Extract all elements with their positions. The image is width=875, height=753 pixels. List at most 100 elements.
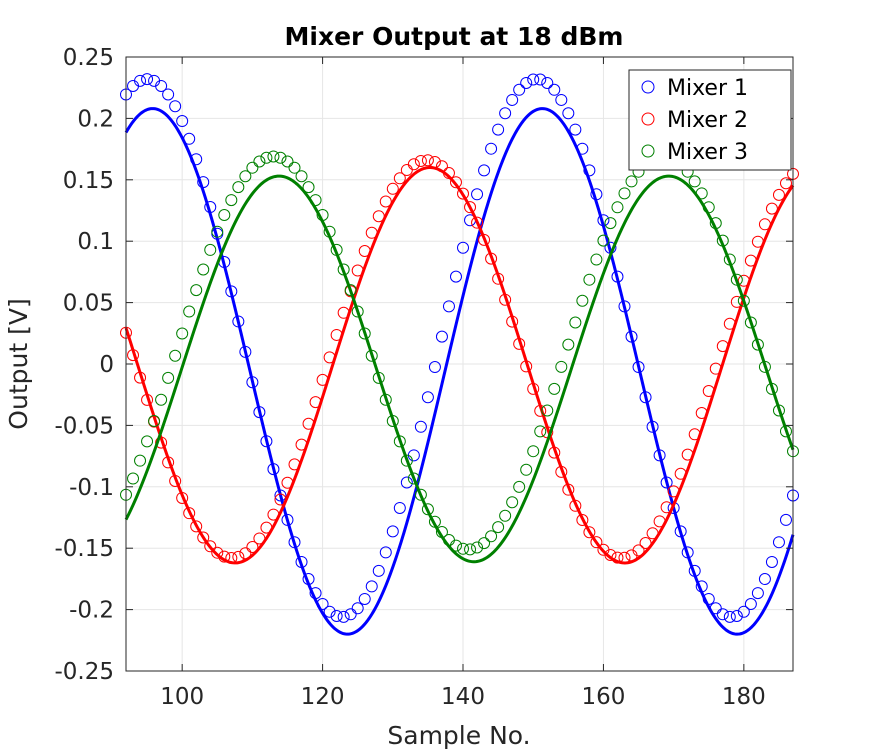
mixer-3-point <box>744 316 757 329</box>
mixer-3-point <box>302 181 315 194</box>
y-tick-label: 0.25 <box>63 45 114 71</box>
mixer-1-point <box>506 93 519 106</box>
mixer-3-point <box>337 263 350 276</box>
mixer-3-point <box>162 371 175 384</box>
mixer-2-point <box>632 544 645 557</box>
x-tick-label: 100 <box>160 684 204 710</box>
mixer-3-point <box>148 415 161 428</box>
mixer-3-point <box>709 217 722 230</box>
mixer-2-point <box>218 550 231 563</box>
mixer-3-point <box>253 155 266 168</box>
mixer-2-point <box>260 521 273 534</box>
mixer-3-point <box>772 404 785 417</box>
mixer-1-point <box>744 598 757 611</box>
mixer-3-point <box>548 382 561 395</box>
mixer-2-point <box>330 328 343 341</box>
mixer-2-point <box>372 210 385 223</box>
mixer-3-point <box>211 225 224 238</box>
mixer-2-point <box>583 526 596 539</box>
mixer-1-point <box>555 93 568 106</box>
mixer-1-point <box>520 76 533 89</box>
mixer-2-point <box>379 195 392 208</box>
mixer-1-point <box>176 115 189 128</box>
mixer-3-legend-label: Mixer 3 <box>667 140 748 165</box>
mixer-3-point <box>372 371 385 384</box>
mixer-2-point <box>555 465 568 478</box>
mixer-3-point <box>155 393 168 406</box>
mixer-1-point <box>358 592 371 605</box>
mixer-2-point <box>134 371 147 384</box>
mixer-1-point <box>772 536 785 549</box>
mixer-2-point <box>765 202 778 215</box>
mixer-1-point <box>611 270 624 283</box>
mixer-2-point <box>190 520 203 533</box>
mixer-2-point <box>232 550 245 563</box>
mixer-2-point <box>442 167 455 180</box>
mixer-1-point <box>197 176 210 189</box>
mixer-1-point <box>204 201 217 214</box>
mixer-2-point <box>667 485 680 498</box>
mixer-1-point <box>344 608 357 621</box>
mixer-1-point <box>435 330 448 343</box>
mixer-2-point <box>527 382 540 395</box>
mixer-2-point <box>730 295 743 308</box>
mixer-1-point <box>779 513 792 526</box>
mixer-3-point <box>506 496 519 509</box>
mixer-2-point <box>267 508 280 521</box>
mixer-1-point <box>492 123 505 136</box>
mixer-2-point <box>365 226 378 239</box>
mixer-2-point <box>225 552 238 565</box>
mixer-2-point <box>309 396 322 409</box>
mixer-2-point <box>737 274 750 287</box>
mixer-1-point <box>183 132 196 145</box>
mixer-3-point <box>141 435 154 448</box>
mixer-1-point <box>267 463 280 476</box>
x-tick-label: 120 <box>301 684 345 710</box>
mixer-3-point <box>492 521 505 534</box>
mixer-2-point <box>162 456 175 469</box>
mixer-1-point <box>134 74 147 87</box>
mixer-2-point <box>709 362 722 375</box>
mixer-2-point <box>660 501 673 514</box>
mixer-1-point <box>583 164 596 177</box>
mixer-3-point <box>583 273 596 286</box>
mixer-1-point <box>351 602 364 615</box>
mixer-3-point <box>723 253 736 266</box>
mixer-1-point <box>765 555 778 568</box>
mixer-1-point <box>688 564 701 577</box>
mixer-1-point <box>541 76 554 89</box>
mixer-1-point <box>274 489 287 502</box>
mixer-1-point <box>421 391 434 404</box>
mixer-2-point <box>569 499 582 512</box>
mixer-1-point <box>190 153 203 166</box>
mixer-2-point <box>674 467 687 480</box>
mixer-2-point <box>723 317 736 330</box>
mixer-2-point <box>639 537 652 550</box>
mixer-1-point <box>302 573 315 586</box>
mixer-1-point <box>316 598 329 611</box>
y-tick-label: 0.15 <box>63 168 114 194</box>
mixer-1-point <box>618 300 631 313</box>
mixer-3-point <box>534 425 547 438</box>
mixer-1-legend-label: Mixer 1 <box>667 76 748 101</box>
mixer-3-point <box>457 542 470 555</box>
mixer-2-point <box>695 407 708 420</box>
mixer-1-point <box>428 361 441 374</box>
mixer-1-legend-marker <box>641 80 655 94</box>
mixer-2-point <box>428 155 441 168</box>
mixer-2-point <box>590 536 603 549</box>
mixer-1-point <box>309 587 322 600</box>
mixer-3-legend-marker <box>641 144 655 158</box>
x-axis-label: Sample No. <box>387 721 530 750</box>
mixer-2-point <box>646 527 659 540</box>
mixer-3-point <box>239 170 252 183</box>
mixer-2-point <box>449 176 462 189</box>
mixer-3-point <box>478 537 491 550</box>
mixer-3-point <box>134 454 147 467</box>
mixer-2-point <box>562 483 575 496</box>
mixer-3-point <box>590 253 603 266</box>
mixer-1-point <box>330 610 343 622</box>
mixer-2-point <box>407 158 420 171</box>
mixer-2-point <box>548 446 561 459</box>
mixer-2-point <box>653 515 666 528</box>
